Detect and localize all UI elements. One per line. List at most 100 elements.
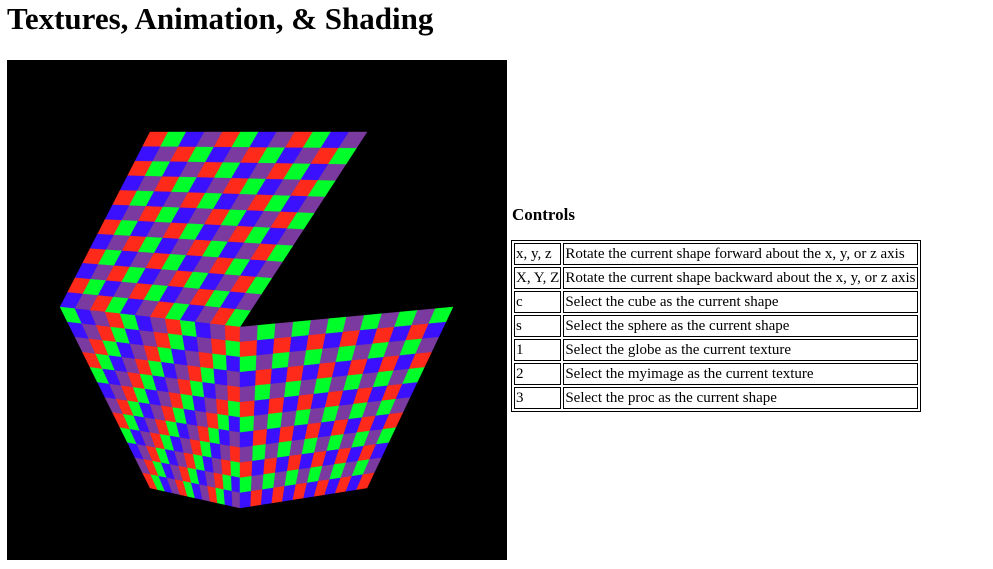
control-key: 3 xyxy=(514,387,562,409)
table-row: x, y, z Rotate the current shape forward… xyxy=(514,243,918,265)
texture-tile xyxy=(282,395,300,413)
texture-tile xyxy=(239,491,252,509)
texture-tile xyxy=(269,382,287,400)
texture-tile xyxy=(222,474,233,492)
texture-tile xyxy=(250,474,264,492)
texture-tile xyxy=(224,325,241,343)
texture-tile xyxy=(231,475,241,494)
control-description: Select the globe as the current texture xyxy=(563,339,918,361)
texture-tile xyxy=(209,442,222,460)
texture-tile xyxy=(239,430,254,448)
texture-tile xyxy=(217,413,230,432)
controls-panel: Controls x, y, z Rotate the current shap… xyxy=(511,204,921,412)
texture-tile xyxy=(196,336,213,355)
control-description: Rotate the current shape backward about … xyxy=(563,267,918,289)
texture-tile xyxy=(204,397,218,415)
texture-tile xyxy=(211,457,223,475)
texture-tile xyxy=(239,340,258,358)
texture-tile xyxy=(291,320,312,338)
texture-tile xyxy=(239,475,252,494)
texture-tile xyxy=(239,415,255,433)
texture-tile xyxy=(211,338,227,356)
control-description: Rotate the current shape forward about t… xyxy=(563,243,918,265)
texture-tile xyxy=(263,457,278,475)
control-key: X, Y, Z xyxy=(514,267,562,289)
texture-tile xyxy=(187,365,203,383)
texture-tile xyxy=(239,445,254,463)
texture-tile xyxy=(229,445,241,463)
texture-tile xyxy=(226,370,241,388)
texture-tile xyxy=(212,353,228,371)
texture-tile xyxy=(231,491,241,509)
texture-tile xyxy=(271,351,290,370)
texture-tile xyxy=(239,370,257,388)
texture-tile xyxy=(218,429,231,447)
controls-heading: Controls xyxy=(512,205,575,224)
texture-tile xyxy=(284,380,302,398)
table-row: X, Y, Z Rotate the current shape backwar… xyxy=(514,267,918,289)
table-row: s Select the sphere as the current shape xyxy=(514,315,918,337)
texture-tile xyxy=(356,472,375,490)
texture-tile xyxy=(209,323,226,341)
texture-tile xyxy=(228,415,241,433)
texture-tile xyxy=(225,340,241,358)
controls-table: x, y, z Rotate the current shape forward… xyxy=(511,240,921,412)
control-key: 2 xyxy=(514,363,562,385)
texture-tile xyxy=(219,444,231,462)
texture-tile xyxy=(250,489,263,507)
texture-tile xyxy=(221,459,232,477)
texture-tile xyxy=(223,489,233,507)
texture-tile xyxy=(252,444,267,462)
texture-tile xyxy=(266,412,283,430)
table-row: 2 Select the myimage as the current text… xyxy=(514,363,918,385)
texture-tile xyxy=(179,320,198,338)
texture-tile xyxy=(254,383,271,401)
page-title: Textures, Animation, & Shading xyxy=(7,1,434,36)
texture-tile xyxy=(207,427,221,445)
control-description: Select the sphere as the current shape xyxy=(563,315,918,337)
texture-tile xyxy=(265,427,281,445)
texture-tile xyxy=(227,385,241,403)
texture-tile xyxy=(252,429,268,447)
texture-tile xyxy=(198,351,214,370)
texture-tile xyxy=(206,412,219,430)
texture-tile xyxy=(285,365,305,383)
texture-tile xyxy=(239,400,255,418)
texture-tile xyxy=(239,325,258,343)
control-description: Select the proc as the current shape xyxy=(563,387,918,409)
texture-tile xyxy=(239,385,256,403)
texture-tile xyxy=(268,397,285,415)
texture-tile xyxy=(255,353,274,371)
texture-tile xyxy=(287,350,307,368)
table-row: 3 Select the proc as the current shape xyxy=(514,387,918,409)
texture-tile xyxy=(256,338,275,356)
texture-tile xyxy=(214,383,229,401)
texture-tile xyxy=(274,321,294,339)
texture-tile xyxy=(253,413,269,432)
table-row: 1 Select the globe as the current textur… xyxy=(514,339,918,361)
webgl-canvas[interactable] xyxy=(7,60,507,560)
control-key: x, y, z xyxy=(514,243,562,265)
texture-tile xyxy=(251,459,265,477)
texture-tile xyxy=(213,368,228,386)
texture-tile xyxy=(289,335,309,353)
control-key: s xyxy=(514,315,562,337)
texture-tile xyxy=(255,368,273,386)
texture-tile xyxy=(253,398,270,417)
texture-tile xyxy=(239,460,253,479)
texture-tile xyxy=(262,472,276,490)
texture-tile xyxy=(239,355,257,373)
table-row: c Select the cube as the current shape xyxy=(514,291,918,313)
control-key: 1 xyxy=(514,339,562,361)
texture-tile xyxy=(229,430,241,448)
texture-tile xyxy=(184,350,201,368)
texture-tile xyxy=(202,382,217,400)
texture-tile xyxy=(272,336,292,355)
texture-tile xyxy=(270,367,289,385)
textured-cube xyxy=(59,131,454,509)
texture-tile xyxy=(216,398,229,417)
texture-tile xyxy=(226,355,241,373)
control-description: Select the myimage as the current textur… xyxy=(563,363,918,385)
texture-tile xyxy=(264,442,280,460)
texture-tile xyxy=(194,321,212,339)
